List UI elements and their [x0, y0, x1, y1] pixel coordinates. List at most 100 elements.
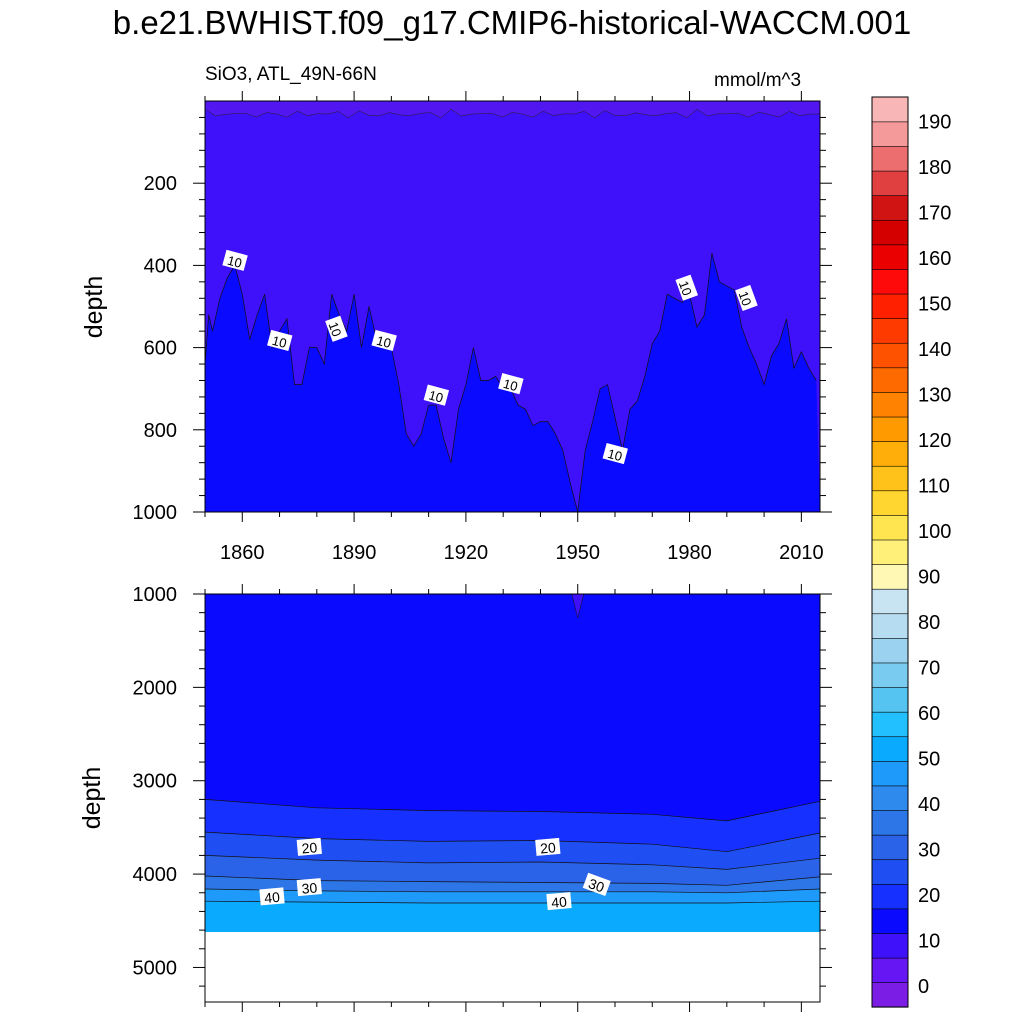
- lower-seafloor-mask: [205, 932, 820, 1002]
- contour-label: 10: [602, 442, 628, 465]
- contour-label: 10: [498, 373, 524, 395]
- colorbar-label: 10: [918, 931, 940, 953]
- colorbar-swatch: [871, 490, 909, 516]
- colorbar-label: 0: [918, 976, 929, 998]
- colorbar-swatch: [871, 834, 909, 861]
- colorbar-swatch: [871, 268, 909, 295]
- colorbar-swatch: [871, 982, 909, 1008]
- contour-label-text: 10: [676, 279, 695, 298]
- colorbar-label: 80: [918, 612, 940, 634]
- variable-region-label: SiO3, ATL_49N-66N: [205, 64, 377, 85]
- colorbar-label: 160: [918, 248, 951, 270]
- colorbar-label: 90: [918, 567, 940, 589]
- colorbar-swatch: [871, 539, 909, 565]
- colorbar-label: 190: [918, 112, 951, 134]
- contour-label: 40: [259, 887, 285, 906]
- colorbar-swatch: [871, 195, 909, 221]
- colorbar-label: 170: [918, 203, 951, 225]
- y-tick-label: 800: [144, 420, 177, 442]
- colorbar-swatch: [871, 170, 909, 196]
- colorbar-swatch: [871, 563, 909, 590]
- contour-label-box: [423, 384, 450, 406]
- contour-label-box: [602, 442, 628, 465]
- colorbar-swatch: [871, 441, 909, 467]
- y-tick-label: 600: [144, 338, 177, 360]
- colorbar-swatch: [871, 367, 909, 393]
- upper-surface-band: [204, 100, 821, 119]
- colorbar-frame: [871, 96, 909, 1008]
- contour-label: 10: [423, 384, 450, 406]
- colorbar-label: 120: [918, 430, 951, 452]
- colorbar-label: 130: [918, 385, 951, 407]
- colorbar-swatch: [871, 588, 909, 615]
- y-tick-label: 2000: [133, 677, 178, 699]
- colorbar-swatch: [871, 859, 909, 885]
- colorbar-swatch: [871, 809, 909, 836]
- x-tick-label: 1980: [667, 542, 712, 564]
- contour-label: 30: [582, 872, 611, 896]
- contour-label: 10: [267, 329, 293, 352]
- colorbar-swatch: [871, 908, 909, 934]
- contour-label-box: [735, 284, 758, 312]
- contour-label: 10: [325, 315, 348, 342]
- colorbar-swatch: [871, 686, 909, 713]
- y-tick-label: 4000: [133, 864, 178, 886]
- y-tick-label: 5000: [133, 957, 178, 979]
- chart-title: b.e21.BWHIST.f09_g17.CMIP6-historical-WA…: [112, 4, 912, 41]
- colorbar-swatch: [871, 219, 909, 246]
- contour-label: 10: [675, 274, 699, 301]
- contour-label-box: [371, 329, 397, 352]
- colorbar-swatch: [871, 711, 909, 738]
- contour-label-box: [222, 249, 248, 271]
- contour-line-20: [204, 799, 821, 822]
- y-tick-label: 400: [144, 255, 177, 277]
- contour-label-text: 10: [326, 320, 345, 339]
- contour-label-text: 40: [264, 889, 281, 906]
- colorbar-swatch: [871, 785, 909, 811]
- upper-y-axis-label: depth: [80, 276, 108, 339]
- contour-label-box: [259, 887, 285, 906]
- colorbar-swatch: [871, 637, 909, 664]
- contour-label: 10: [222, 249, 248, 271]
- contour-line-30: [204, 855, 821, 870]
- lower-frame: [204, 593, 821, 1003]
- contour-label-box: [675, 274, 699, 301]
- colorbar-label: 140: [918, 339, 951, 361]
- contour-label-box: [535, 837, 561, 856]
- lower-y-axis-label: depth: [78, 767, 106, 830]
- contour-label: 30: [296, 878, 322, 897]
- colorbar-swatch: [871, 613, 909, 639]
- colorbar-label: 150: [918, 294, 951, 316]
- colorbar-swatch: [871, 736, 909, 762]
- colorbar-label: 40: [918, 794, 940, 816]
- contour-label: 10: [735, 284, 758, 312]
- x-tick-label: 1890: [332, 542, 377, 564]
- units-label: mmol/m^3: [714, 70, 802, 91]
- colorbar-swatch: [871, 293, 909, 319]
- y-tick-label: 3000: [133, 771, 178, 793]
- colorbar-swatch: [871, 391, 909, 418]
- colorbar-label: 50: [918, 749, 940, 771]
- y-tick-label: 1000: [133, 502, 178, 524]
- colorbar-swatch: [871, 318, 909, 344]
- contour-label-text: 10: [375, 333, 393, 351]
- colorbar-label: 180: [918, 157, 951, 179]
- colorbar-swatch: [871, 883, 909, 910]
- contour-label-text: 10: [226, 253, 244, 271]
- colorbar-label: 30: [918, 840, 940, 862]
- contour-label-text: 10: [502, 376, 520, 394]
- contour-label: 20: [296, 837, 322, 857]
- colorbar-label: 60: [918, 703, 940, 725]
- upper-deep-fill: [205, 253, 820, 512]
- colorbar-label: 20: [918, 885, 940, 907]
- contour-label-text: 20: [301, 839, 318, 856]
- x-tick-label: 1920: [444, 542, 489, 564]
- colorbar-swatch: [871, 957, 909, 983]
- colorbar-swatch: [871, 96, 909, 123]
- contour-label: 10: [371, 329, 397, 352]
- colorbar-swatch: [871, 342, 909, 369]
- colorbar-swatch: [871, 121, 909, 147]
- contour-label-box: [267, 329, 293, 352]
- colorbar-swatch: [871, 416, 909, 442]
